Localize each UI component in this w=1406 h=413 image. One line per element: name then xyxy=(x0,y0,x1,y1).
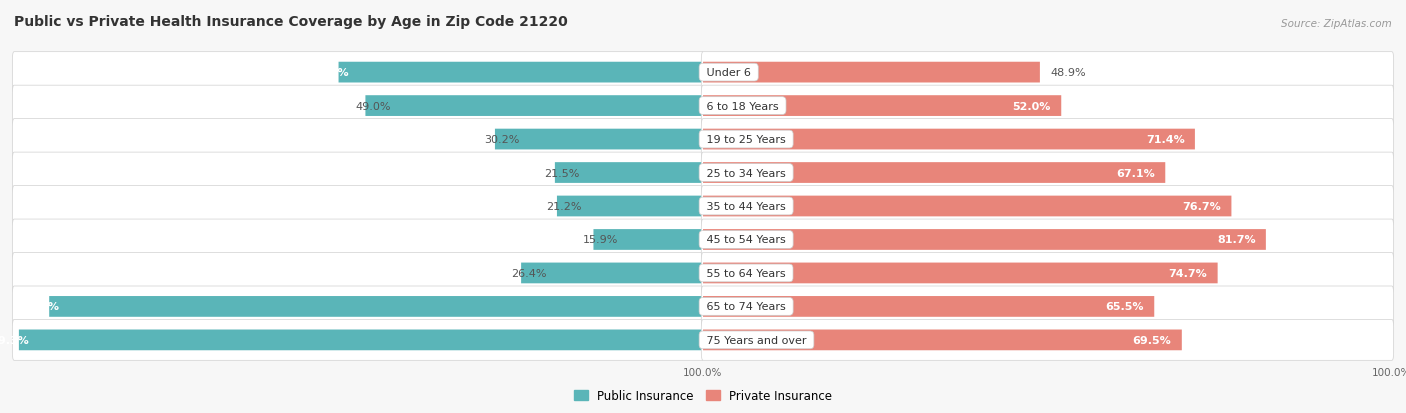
Text: Public vs Private Health Insurance Coverage by Age in Zip Code 21220: Public vs Private Health Insurance Cover… xyxy=(14,15,568,29)
Text: 65.5%: 65.5% xyxy=(1105,301,1144,312)
Legend: Public Insurance, Private Insurance: Public Insurance, Private Insurance xyxy=(569,385,837,407)
Text: 15.9%: 15.9% xyxy=(583,235,619,245)
FancyBboxPatch shape xyxy=(339,63,703,83)
FancyBboxPatch shape xyxy=(703,196,1232,217)
FancyBboxPatch shape xyxy=(703,296,1154,317)
FancyBboxPatch shape xyxy=(13,220,704,260)
FancyBboxPatch shape xyxy=(593,230,703,250)
FancyBboxPatch shape xyxy=(13,153,704,193)
FancyBboxPatch shape xyxy=(702,286,1393,327)
FancyBboxPatch shape xyxy=(495,129,703,150)
Text: 48.9%: 48.9% xyxy=(1050,68,1085,78)
Text: 65 to 74 Years: 65 to 74 Years xyxy=(703,301,789,312)
Text: 81.7%: 81.7% xyxy=(1218,235,1256,245)
FancyBboxPatch shape xyxy=(555,163,703,183)
Text: 55 to 64 Years: 55 to 64 Years xyxy=(703,268,789,278)
FancyBboxPatch shape xyxy=(366,96,703,117)
FancyBboxPatch shape xyxy=(703,230,1265,250)
FancyBboxPatch shape xyxy=(702,52,1393,93)
Text: 6 to 18 Years: 6 to 18 Years xyxy=(703,101,782,112)
FancyBboxPatch shape xyxy=(702,153,1393,193)
FancyBboxPatch shape xyxy=(522,263,703,284)
Text: 49.0%: 49.0% xyxy=(356,101,391,112)
FancyBboxPatch shape xyxy=(702,320,1393,361)
Text: 69.5%: 69.5% xyxy=(1133,335,1171,345)
FancyBboxPatch shape xyxy=(18,330,703,350)
Text: Under 6: Under 6 xyxy=(703,68,755,78)
FancyBboxPatch shape xyxy=(13,52,704,93)
Text: 74.7%: 74.7% xyxy=(1168,268,1208,278)
Text: 99.3%: 99.3% xyxy=(0,335,30,345)
FancyBboxPatch shape xyxy=(702,86,1393,127)
FancyBboxPatch shape xyxy=(13,86,704,127)
Text: Source: ZipAtlas.com: Source: ZipAtlas.com xyxy=(1281,19,1392,29)
Text: 71.4%: 71.4% xyxy=(1146,135,1185,145)
FancyBboxPatch shape xyxy=(702,186,1393,227)
FancyBboxPatch shape xyxy=(13,119,704,160)
FancyBboxPatch shape xyxy=(703,63,1040,83)
FancyBboxPatch shape xyxy=(703,263,1218,284)
FancyBboxPatch shape xyxy=(702,119,1393,160)
FancyBboxPatch shape xyxy=(703,129,1195,150)
Text: 30.2%: 30.2% xyxy=(485,135,520,145)
Text: 25 to 34 Years: 25 to 34 Years xyxy=(703,168,789,178)
FancyBboxPatch shape xyxy=(13,320,704,361)
FancyBboxPatch shape xyxy=(13,186,704,227)
Text: 67.1%: 67.1% xyxy=(1116,168,1154,178)
Text: 75 Years and over: 75 Years and over xyxy=(703,335,810,345)
Text: 26.4%: 26.4% xyxy=(510,268,547,278)
FancyBboxPatch shape xyxy=(13,253,704,294)
FancyBboxPatch shape xyxy=(49,296,703,317)
Text: 45 to 54 Years: 45 to 54 Years xyxy=(703,235,789,245)
Text: 52.0%: 52.0% xyxy=(1012,101,1050,112)
FancyBboxPatch shape xyxy=(557,196,703,217)
Text: 94.9%: 94.9% xyxy=(21,301,59,312)
FancyBboxPatch shape xyxy=(13,286,704,327)
Text: 35 to 44 Years: 35 to 44 Years xyxy=(703,202,789,211)
Text: 76.7%: 76.7% xyxy=(1182,202,1220,211)
FancyBboxPatch shape xyxy=(703,96,1062,117)
Text: 52.9%: 52.9% xyxy=(311,68,349,78)
FancyBboxPatch shape xyxy=(702,253,1393,294)
FancyBboxPatch shape xyxy=(703,163,1166,183)
Text: 19 to 25 Years: 19 to 25 Years xyxy=(703,135,789,145)
FancyBboxPatch shape xyxy=(702,220,1393,260)
FancyBboxPatch shape xyxy=(703,330,1182,350)
Text: 21.2%: 21.2% xyxy=(547,202,582,211)
Text: 21.5%: 21.5% xyxy=(544,168,579,178)
